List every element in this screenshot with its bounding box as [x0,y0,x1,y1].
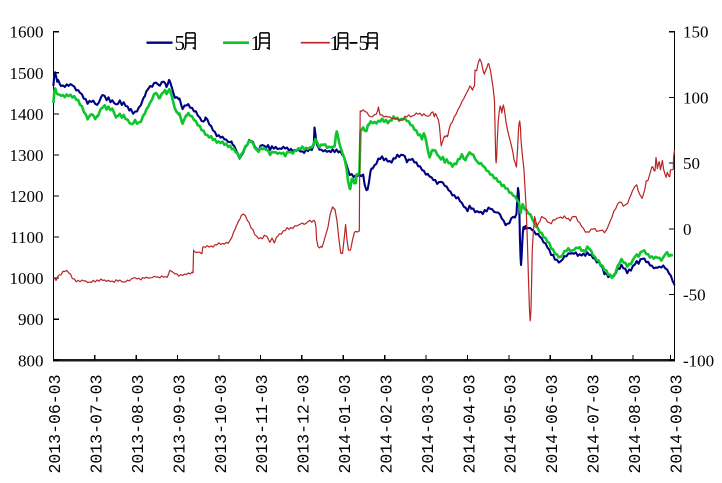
svg-text:5: 5 [175,31,186,55]
svg-text:2014-02-03: 2014-02-03 [378,375,397,474]
svg-text:100: 100 [683,88,709,107]
svg-text:-100: -100 [683,351,714,370]
svg-text:2013-12-03: 2013-12-03 [295,375,314,474]
svg-text:2014-01-03: 2014-01-03 [336,375,355,474]
svg-text:2013-09-03: 2013-09-03 [170,375,189,474]
svg-text:2013-10-03: 2013-10-03 [212,375,231,474]
svg-text:1: 1 [251,31,262,55]
svg-text:2014-04-03: 2014-04-03 [460,375,479,474]
svg-text:1400: 1400 [10,105,44,124]
svg-text:2014-05-03: 2014-05-03 [502,375,521,474]
svg-text:900: 900 [18,310,44,329]
svg-text:800: 800 [18,351,44,370]
svg-text:2014-06-03: 2014-06-03 [543,375,562,474]
svg-text:-50: -50 [683,286,706,305]
svg-text:2013-11-03: 2013-11-03 [253,375,272,474]
svg-text:5: 5 [359,31,370,55]
svg-text:1600: 1600 [10,23,44,42]
svg-text:1500: 1500 [10,64,44,83]
svg-text:150: 150 [683,23,709,42]
svg-text:1200: 1200 [10,187,44,206]
svg-text:2013-06-03: 2013-06-03 [46,375,65,474]
svg-text:0: 0 [683,220,692,239]
svg-text:50: 50 [683,154,700,173]
svg-text:1: 1 [330,31,341,55]
svg-text:2013-07-03: 2013-07-03 [88,375,107,474]
svg-text:2014-07-03: 2014-07-03 [585,375,604,474]
svg-text:2014-09-03: 2014-09-03 [667,375,686,474]
svg-text:1300: 1300 [10,146,44,165]
svg-text:1000: 1000 [10,269,44,288]
svg-text:2014-08-03: 2014-08-03 [626,375,645,474]
svg-text:1100: 1100 [10,228,43,247]
svg-text:2013-08-03: 2013-08-03 [129,375,148,474]
svg-text:2014-03-03: 2014-03-03 [419,375,438,474]
